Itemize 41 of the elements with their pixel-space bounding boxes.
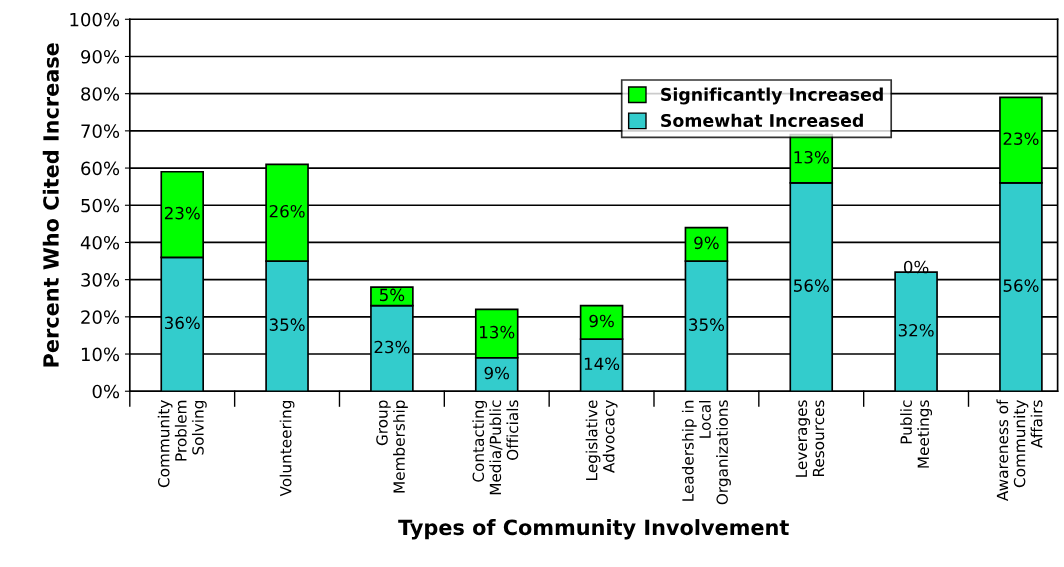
data-label: 23% — [1003, 132, 1039, 145]
data-label: 26% — [269, 204, 305, 218]
y-tick-label: 0% — [92, 384, 120, 399]
x-tick-label: Contacting Media/Public Officials — [472, 400, 519, 495]
y-tick-label: 90% — [81, 49, 120, 64]
x-tick-label: Group Membership — [376, 400, 408, 493]
data-label: 9% — [694, 236, 719, 250]
data-label: 5% — [379, 288, 405, 302]
data-label: 9% — [484, 366, 510, 380]
y-tick-label: 10% — [81, 347, 120, 362]
y-tick-label: 60% — [81, 161, 120, 176]
data-label: 56% — [794, 279, 829, 292]
y-tick-label: 70% — [81, 124, 120, 138]
legend-label: Significantly Increased — [661, 87, 883, 105]
x-tick-label: Volunteering — [279, 400, 295, 497]
data-label: 32% — [898, 323, 934, 337]
y-tick-label: 30% — [81, 273, 120, 287]
data-label: 23% — [164, 206, 200, 220]
data-label: 14% — [584, 357, 620, 371]
x-tick-label: Legislative Advocacy — [585, 400, 618, 480]
y-tick-label: 20% — [81, 310, 120, 324]
data-label: 9% — [589, 314, 614, 328]
y-tick-label: 100% — [70, 12, 120, 27]
x-axis-title: Types of Community Involvement — [398, 519, 789, 540]
x-tick-label: Leverages Resources — [795, 400, 825, 477]
data-label: 36% — [164, 316, 200, 330]
data-label: 35% — [689, 318, 725, 331]
data-label: 23% — [374, 340, 410, 354]
y-axis-title: Percent Who Cited Increase — [42, 43, 59, 367]
legend-label: Somewhat Increased — [661, 113, 863, 128]
data-label: 35% — [269, 318, 305, 331]
x-tick-label: Leadership in Local Organizations — [681, 400, 731, 505]
y-tick-label: 80% — [81, 87, 120, 101]
x-tick-label: Public Meetings — [900, 400, 933, 468]
data-label: 13% — [480, 325, 515, 339]
y-tick-label: 50% — [81, 198, 120, 213]
y-tick-label: 40% — [80, 235, 120, 250]
x-tick-label: Community Problem Solving — [157, 400, 207, 488]
data-label: 13% — [794, 150, 829, 164]
x-tick-label: Awareness of Community Affairs — [996, 399, 1043, 502]
data-label: 56% — [1003, 279, 1039, 292]
